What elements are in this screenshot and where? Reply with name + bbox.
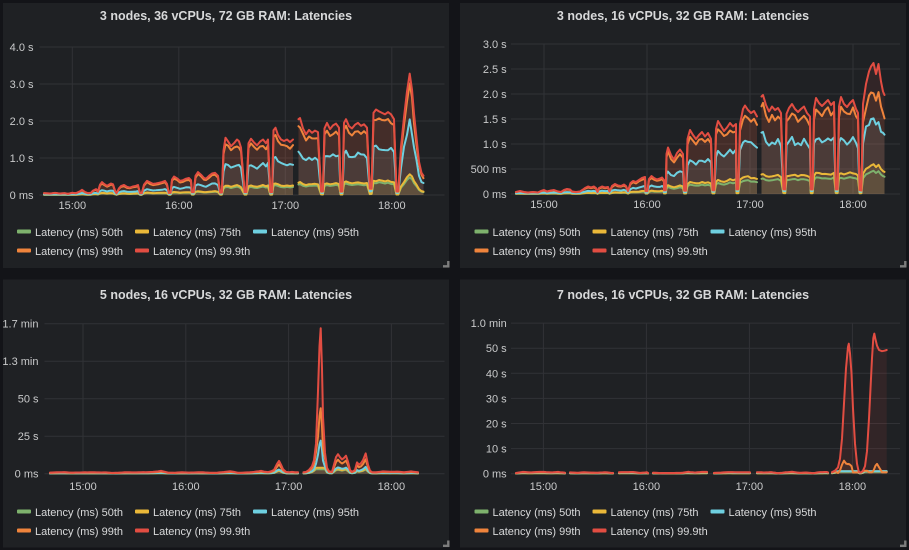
svg-text:Latency (ms) 99th: Latency (ms) 99th — [493, 246, 581, 258]
svg-text:0 ms: 0 ms — [10, 190, 34, 202]
svg-text:Latency (ms) 75th: Latency (ms) 75th — [611, 227, 699, 239]
svg-text:3 nodes, 16 vCPUs, 32 GB RAM:: 3 nodes, 16 vCPUs, 32 GB RAM: Latencies — [557, 9, 809, 23]
svg-text:Latency (ms) 99th: Latency (ms) 99th — [493, 526, 581, 538]
svg-text:1.3 min: 1.3 min — [2, 356, 38, 368]
svg-text:0 ms: 0 ms — [15, 469, 39, 481]
svg-text:500 ms: 500 ms — [471, 164, 508, 176]
svg-text:16:00: 16:00 — [165, 200, 193, 212]
svg-text:Latency (ms) 50th: Latency (ms) 50th — [493, 507, 581, 519]
svg-text:3.0 s: 3.0 s — [10, 79, 34, 91]
svg-text:Latency (ms) 99th: Latency (ms) 99th — [35, 526, 123, 538]
svg-text:5 nodes, 16 vCPUs, 32 GB RAM:: 5 nodes, 16 vCPUs, 32 GB RAM: Latencies — [100, 288, 352, 302]
svg-text:Latency (ms) 75th: Latency (ms) 75th — [611, 507, 699, 519]
svg-text:17:00: 17:00 — [272, 200, 300, 212]
svg-text:16:00: 16:00 — [633, 199, 661, 211]
svg-text:25 s: 25 s — [18, 431, 39, 443]
svg-text:18:00: 18:00 — [378, 481, 406, 493]
svg-text:50 s: 50 s — [486, 343, 507, 355]
svg-text:20 s: 20 s — [486, 419, 507, 431]
svg-text:2.0 s: 2.0 s — [483, 89, 507, 101]
svg-text:15:00: 15:00 — [530, 199, 558, 211]
svg-text:16:00: 16:00 — [633, 481, 661, 493]
svg-text:17:00: 17:00 — [275, 481, 303, 493]
svg-text:1.0 s: 1.0 s — [483, 139, 507, 151]
svg-text:30 s: 30 s — [486, 393, 507, 405]
svg-text:Latency (ms) 95th: Latency (ms) 95th — [729, 507, 817, 519]
svg-text:17:00: 17:00 — [736, 199, 764, 211]
svg-text:15:00: 15:00 — [59, 200, 87, 212]
svg-text:10 s: 10 s — [486, 444, 507, 456]
svg-text:7 nodes, 16 vCPUs, 32 GB RAM:: 7 nodes, 16 vCPUs, 32 GB RAM: Latencies — [557, 288, 809, 302]
svg-text:40 s: 40 s — [486, 368, 507, 380]
svg-text:0 ms: 0 ms — [483, 469, 507, 481]
svg-text:15:00: 15:00 — [530, 481, 558, 493]
svg-text:4.0 s: 4.0 s — [10, 42, 34, 54]
svg-text:Latency (ms) 75th: Latency (ms) 75th — [153, 227, 241, 239]
svg-text:Latency (ms) 99.9th: Latency (ms) 99.9th — [153, 526, 250, 538]
svg-text:18:00: 18:00 — [839, 199, 867, 211]
svg-text:17:00: 17:00 — [736, 481, 764, 493]
svg-text:Latency (ms) 50th: Latency (ms) 50th — [35, 227, 123, 239]
svg-text:1.0 s: 1.0 s — [10, 153, 34, 165]
svg-text:2.0 s: 2.0 s — [10, 116, 34, 128]
svg-text:Latency (ms) 95th: Latency (ms) 95th — [729, 227, 817, 239]
svg-text:2.5 s: 2.5 s — [483, 64, 507, 76]
svg-text:Latency (ms) 95th: Latency (ms) 95th — [271, 507, 359, 519]
svg-text:3.0 s: 3.0 s — [483, 39, 507, 51]
svg-text:50 s: 50 s — [18, 394, 39, 406]
svg-text:Latency (ms) 99.9th: Latency (ms) 99.9th — [611, 526, 708, 538]
svg-text:16:00: 16:00 — [172, 481, 200, 493]
svg-text:Latency (ms) 99.9th: Latency (ms) 99.9th — [611, 246, 708, 258]
svg-text:Latency (ms) 50th: Latency (ms) 50th — [493, 227, 581, 239]
svg-text:Latency (ms) 99.9th: Latency (ms) 99.9th — [153, 246, 250, 258]
svg-text:15:00: 15:00 — [69, 481, 97, 493]
svg-text:1.7 min: 1.7 min — [2, 319, 38, 331]
svg-text:18:00: 18:00 — [839, 481, 867, 493]
svg-text:1.5 s: 1.5 s — [483, 114, 507, 126]
svg-text:Latency (ms) 95th: Latency (ms) 95th — [271, 227, 359, 239]
svg-text:0 ms: 0 ms — [483, 189, 507, 201]
svg-text:1.0 min: 1.0 min — [471, 318, 507, 330]
svg-text:Latency (ms) 99th: Latency (ms) 99th — [35, 246, 123, 258]
svg-text:Latency (ms) 50th: Latency (ms) 50th — [35, 507, 123, 519]
svg-text:18:00: 18:00 — [378, 200, 406, 212]
svg-text:Latency (ms) 75th: Latency (ms) 75th — [153, 507, 241, 519]
svg-text:3 nodes, 36 vCPUs, 72 GB RAM:: 3 nodes, 36 vCPUs, 72 GB RAM: Latencies — [100, 9, 352, 23]
